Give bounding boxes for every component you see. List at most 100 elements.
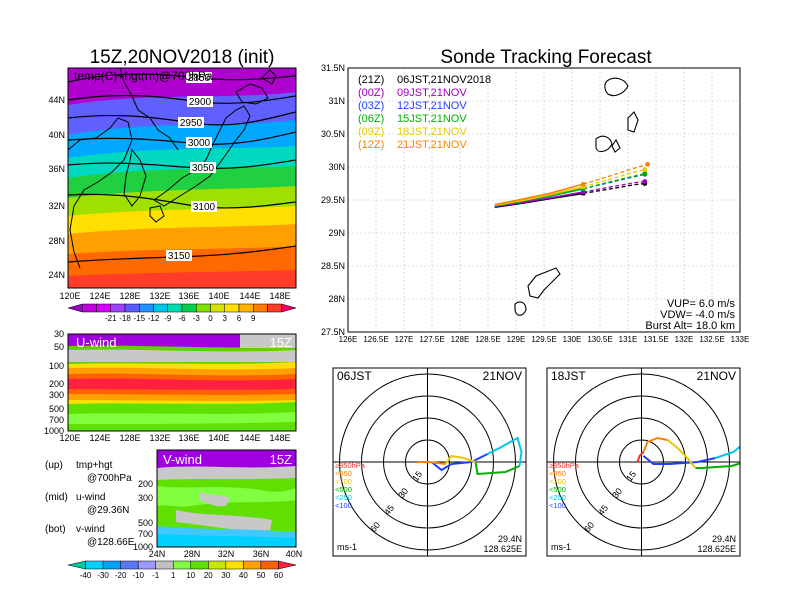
legend-time-00z: 09JST,21NOV: [397, 87, 467, 99]
hodograph-pressure-legend: <100: [335, 501, 352, 510]
temp-colorbar-swatch: [210, 303, 225, 313]
wind-colorbar-label: 60: [274, 571, 283, 580]
temp-colorbar-label: -12: [148, 314, 160, 323]
u-wind-x-tick: 136E: [178, 433, 199, 443]
hodograph-pressure-legend: <700: [549, 477, 566, 486]
hodograph-date: 21NOV: [483, 369, 522, 383]
u-wind-x-tick: 140E: [208, 433, 229, 443]
temp-colorbar-swatch: [224, 303, 240, 313]
hodograph-ring-label: 45: [596, 503, 610, 517]
u-wind-x-tick: 120E: [59, 433, 80, 443]
note-key: (up): [45, 460, 63, 471]
hodograph-trace: [430, 453, 488, 472]
map-lat-tick: 40N: [48, 130, 65, 140]
wind-colorbar: -40 -30 -20 -10 -1 1 10 20 30 40 50 60: [67, 560, 297, 580]
contour-label-2900: 2900: [189, 97, 212, 108]
note-line2: @128.66E: [87, 537, 135, 548]
map-lon-tick: 124E: [89, 291, 110, 301]
wind-colorbar-swatch: [120, 560, 139, 570]
wind-colorbar-swatch: [102, 560, 121, 570]
track-lon-tick: 129E: [507, 335, 526, 344]
wind-colorbar-label: -20: [115, 571, 127, 580]
track-lon-tick: 132.5E: [699, 335, 724, 344]
legend-time-21z: 06JST,21NOV2018: [397, 74, 491, 86]
wind-colorbar-label: 1: [171, 571, 176, 580]
map-lat-tick: 36N: [48, 164, 65, 174]
temp-colorbar-swatch: [153, 303, 168, 313]
note-key: (mid): [45, 492, 68, 503]
v-wind-x-tick: 32N: [218, 549, 235, 559]
hodograph-unit: ms-1: [551, 542, 571, 552]
v-wind-time: 15Z: [270, 452, 292, 467]
hodograph-time: 18JST: [551, 369, 586, 383]
legend-code-00z: (00Z): [358, 87, 384, 99]
wind-colorbar-swatch: [243, 560, 262, 570]
wind-colorbar-label: 50: [256, 571, 265, 580]
note-key: (bot): [45, 524, 66, 535]
map-lon-tick: 132E: [149, 291, 170, 301]
track-ascent-line: [494, 191, 584, 208]
track-landing-point: [645, 161, 650, 167]
legend-code-03z: (03Z): [358, 100, 384, 112]
v-wind-x-tick: 28N: [184, 549, 201, 559]
v-wind-y-tick: 700: [138, 529, 153, 539]
temp-colorbar-swatch: [139, 303, 154, 313]
note-line2: @700hPa: [87, 473, 132, 484]
wind-colorbar-label: 20: [204, 571, 213, 580]
track-descent-line: [583, 180, 645, 193]
temp-colorbar-swatch: [82, 303, 97, 313]
map-lat-tick: 28N: [48, 236, 65, 246]
temp-colorbar-label: -15: [133, 314, 145, 323]
hodograph-pressure-legend: <250: [549, 493, 566, 502]
temp-colorbar-swatch: [253, 303, 268, 313]
v-wind-y-tick: 300: [138, 493, 153, 503]
track-plot: 31.5N 31N 30.5N 30N 29.5N 29N 28.5N 28N 27.5N 12…: [321, 63, 749, 344]
map-lon-tick: 140E: [208, 291, 229, 301]
temp-colorbar-swatch: [281, 303, 297, 313]
wind-colorbar-swatch: [190, 560, 209, 570]
temp-colorbar-swatch: [124, 303, 140, 313]
track-lat-tick: 27.5N: [321, 327, 345, 337]
wind-colorbar-swatch: [208, 560, 227, 570]
hodograph-ring-label: 15: [624, 469, 638, 483]
wind-colorbar-swatch: [85, 560, 104, 570]
u-wind-y-tick: 700: [49, 415, 64, 425]
hodograph-ring-label: 30: [396, 486, 410, 500]
wind-colorbar-swatch: [137, 560, 156, 570]
burst-altitude: Burst Alt= 18.0 km: [645, 320, 735, 332]
temp-colorbar-swatch: [67, 303, 83, 313]
temp-colorbar-label: -6: [178, 314, 186, 323]
hodograph-trace: [642, 455, 716, 465]
temp-colorbar-swatch: [96, 303, 111, 313]
hodograph-trace: [695, 462, 740, 469]
ascent-speed: VUP= 6.0 m/s: [667, 298, 736, 310]
hodograph-trace: [444, 454, 476, 465]
wind-colorbar-swatch: [172, 560, 192, 570]
temp-colorbar-label: -18: [119, 314, 131, 323]
track-lon-tick: 126E: [339, 335, 358, 344]
hodograph-frame: [546, 367, 741, 557]
track-lon-tick: 127E: [395, 335, 414, 344]
legend-code-21z: (21Z): [358, 74, 384, 86]
wind-colorbar-label: 10: [186, 571, 195, 580]
legend-time-06z: 15JST,21NOV: [397, 113, 467, 125]
hodograph-date: 21NOV: [697, 369, 736, 383]
hodograph-lat: 29.4N: [712, 534, 736, 544]
legend-code-09z: (09Z): [358, 126, 384, 138]
map-lon-tick: 136E: [178, 291, 199, 301]
track-landing-point: [642, 179, 648, 184]
track-ascent-line: [494, 186, 584, 207]
track-lon-tick: 128E: [451, 335, 470, 344]
map-lon-tick: 148E: [269, 291, 290, 301]
temp-colorbar-label: -9: [164, 314, 172, 323]
legend-code-06z: (06Z): [358, 113, 384, 125]
hodograph-pressure-legend: <850: [549, 469, 566, 478]
track-lon-tick: 126.5E: [363, 335, 388, 344]
temp-colorbar-swatch: [181, 303, 197, 313]
track-lon-tick: 130E: [563, 335, 582, 344]
v-wind-x-tick: 40N: [286, 549, 303, 559]
temp-colorbar-swatch: [167, 303, 183, 313]
track-legend: (21Z) 06JST,21NOV2018 (00Z) 09JST,21NOV …: [358, 74, 491, 151]
